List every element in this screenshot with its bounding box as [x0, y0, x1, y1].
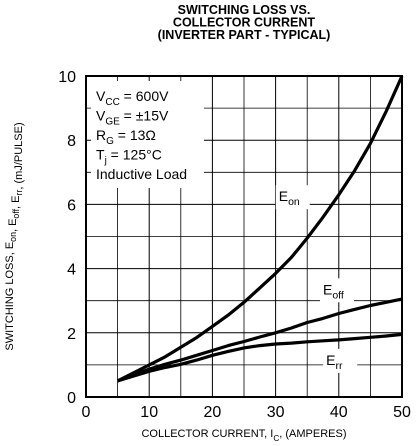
series-labels: Eon Eoff Err	[275, 185, 358, 373]
series-label-bg	[320, 278, 354, 303]
x-axis-label: COLLECTOR CURRENT, IC, (AMPERES)	[141, 428, 346, 443]
series-label-bg	[323, 348, 358, 373]
condition-line-2: VGE = ±15V	[96, 108, 169, 128]
y-tick-label: 10	[58, 69, 76, 86]
series-line-rr	[117, 332, 403, 383]
series-line-on	[116, 75, 404, 383]
chart-series	[116, 75, 404, 383]
series-label-on: Eon	[279, 188, 300, 208]
x-tick-label: 10	[140, 404, 158, 421]
series-label-bg	[275, 185, 310, 210]
title-line-1: SWITCHING LOSS VS.	[178, 3, 311, 17]
axis-ticks: 0 10 20 30 40 50 0 2 4 6 8 10	[58, 69, 411, 421]
plot-frame	[85, 75, 403, 398]
condition-line-5: Inductive Load	[96, 166, 187, 182]
y-tick-label: 0	[67, 390, 76, 407]
y-tick-label: 2	[67, 326, 76, 343]
series-label-off: Eoff	[323, 281, 344, 301]
title-line-2: COLLECTOR CURRENT	[173, 16, 315, 30]
y-tick-label: 6	[67, 197, 76, 214]
condition-line-3: RG = 13Ω	[96, 127, 156, 147]
series-label-rr: Err	[326, 352, 343, 372]
x-tick-label: 40	[330, 404, 348, 421]
condition-line-4: Tj = 125°C	[96, 147, 162, 167]
y-tick-label: 4	[67, 262, 76, 279]
x-tick-label: 30	[267, 404, 285, 421]
conditions-background	[91, 81, 204, 188]
y-axis-label: SWITCHING LOSS, Eon, Eoff, Err, (mJ/PULS…	[4, 122, 25, 350]
x-tick-label: 0	[82, 404, 91, 421]
x-tick-label: 20	[204, 404, 222, 421]
series-line-off	[117, 297, 403, 383]
x-tick-label: 50	[393, 404, 411, 421]
axis-labels: COLLECTOR CURRENT, IC, (AMPERES) SWITCHIN…	[4, 122, 347, 443]
y-tick-label: 8	[67, 133, 76, 150]
title-line-3: (INVERTER PART - TYPICAL)	[158, 28, 331, 42]
condition-line-1: VCC = 600V	[96, 88, 169, 108]
chart-title: SWITCHING LOSS VS.COLLECTOR CURRENT(INVE…	[158, 3, 331, 42]
